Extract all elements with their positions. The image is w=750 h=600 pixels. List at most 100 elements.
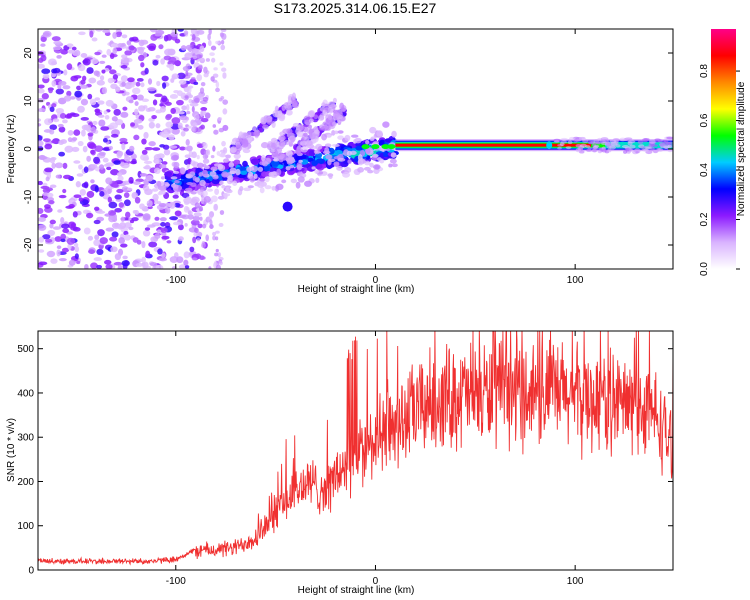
heatmap-cell [46, 250, 56, 258]
heatmap-cell [87, 93, 93, 100]
heatmap-cell [189, 246, 195, 253]
heatmap-cell [299, 125, 304, 131]
heatmap-cell [168, 56, 177, 63]
heatmap-cell [124, 50, 133, 56]
heatmap-cell [121, 143, 126, 151]
heatmap-cell [623, 137, 629, 142]
heatmap-cell [93, 70, 100, 76]
heatmap-cell [107, 196, 112, 203]
heatmap-cell [109, 69, 117, 75]
heatmap-cell [193, 81, 199, 85]
heatmap-cell [192, 236, 197, 244]
colorbar: 0.0 0.2 0.4 0.6 0.8 Normalized spectral ampl… [699, 29, 747, 276]
heatmap-cell [208, 213, 213, 220]
heatmap-cell [39, 156, 48, 160]
heatmap-cell [642, 148, 649, 152]
heatmap-cell [276, 152, 285, 159]
heatmap-cell [165, 203, 174, 207]
heatmap-cell [196, 154, 200, 160]
heatmap-cell [155, 54, 161, 59]
heatmap-cell [160, 176, 166, 180]
heatmap-cell [337, 130, 344, 134]
heatmap-cell [155, 29, 165, 35]
heatmap-cell [68, 204, 75, 209]
heatmap-cell [211, 178, 220, 185]
heatmap-cell [112, 31, 117, 39]
heatmap-cell [62, 228, 70, 234]
heatmap-cell [648, 139, 656, 144]
heatmap-cell [48, 58, 57, 66]
heatmap-cell [170, 107, 177, 115]
heatmap-cell [323, 122, 331, 130]
heatmap-cell [220, 95, 225, 100]
heatmap-cell [190, 219, 200, 226]
heatmap-cell [200, 124, 205, 130]
heatmap-cell [51, 162, 56, 169]
heatmap-cell [172, 184, 179, 189]
heatmap-cell [131, 36, 139, 42]
heatmap-cell [193, 113, 200, 121]
heatmap-cell [211, 57, 216, 63]
heatmap-cell [246, 130, 252, 138]
heatmap-cell [99, 237, 108, 245]
heatmap-cell [98, 119, 106, 127]
heatmap-cell [241, 138, 249, 146]
heatmap-cell [169, 63, 175, 71]
heatmap-cell [202, 142, 208, 149]
heatmap-cell [285, 150, 293, 158]
heatmap-cell [110, 43, 117, 48]
heatmap-cell [164, 183, 171, 187]
heatmap-cell [160, 131, 170, 138]
heatmap-cell [75, 181, 81, 188]
snr-y-tick-label: 300 [17, 433, 34, 444]
spectrogram-y-tick-label: 0 [23, 146, 34, 152]
heatmap-cell [391, 130, 397, 138]
heatmap-cell [152, 147, 161, 151]
heatmap-cell [79, 84, 89, 89]
spectrogram-y-tick-label: 20 [23, 47, 34, 59]
heatmap-cell [282, 201, 293, 212]
heatmap-cell [131, 158, 137, 164]
heatmap-cell [93, 156, 100, 164]
heatmap-cell [324, 143, 332, 148]
heatmap-cell [105, 99, 114, 107]
heatmap-cell [145, 164, 150, 169]
heatmap-cell [370, 136, 377, 140]
heatmap-cell [640, 146, 645, 149]
heatmap-cell [78, 197, 84, 202]
heatmap-cell [181, 119, 188, 124]
heatmap-cell [357, 158, 366, 165]
heatmap-cell [186, 104, 190, 111]
heatmap-cell [122, 106, 128, 111]
heatmap-cell [141, 256, 146, 263]
heatmap-cell [298, 159, 303, 163]
heatmap-cell [197, 232, 203, 237]
heatmap-cell [127, 77, 135, 83]
heatmap-cell [157, 186, 166, 191]
heatmap-cell [295, 181, 301, 189]
heatmap-cell [318, 114, 325, 122]
heatmap-cell [168, 134, 175, 141]
heatmap-cell [94, 234, 100, 241]
heatmap-cell [275, 183, 284, 191]
heatmap-cell [58, 126, 66, 133]
heatmap-cell [104, 259, 112, 265]
heatmap-cell [198, 172, 204, 177]
heatmap-cell [169, 145, 178, 149]
heatmap-cell [63, 95, 72, 102]
heatmap-cell [565, 146, 572, 150]
heatmap-cell [661, 139, 667, 145]
heatmap-cell [173, 60, 182, 66]
heatmap-cell [198, 205, 203, 212]
heatmap-cell [126, 40, 132, 46]
heatmap-cell [170, 155, 179, 161]
heatmap-cell [140, 39, 149, 45]
heatmap-cell [227, 175, 234, 181]
heatmap-cell [276, 168, 282, 176]
heatmap-cell [546, 141, 553, 150]
heatmap-cell [158, 44, 164, 50]
heatmap-cell [225, 186, 230, 193]
snr-y-tick-label: 0 [28, 566, 34, 577]
heatmap-cell [240, 166, 247, 171]
